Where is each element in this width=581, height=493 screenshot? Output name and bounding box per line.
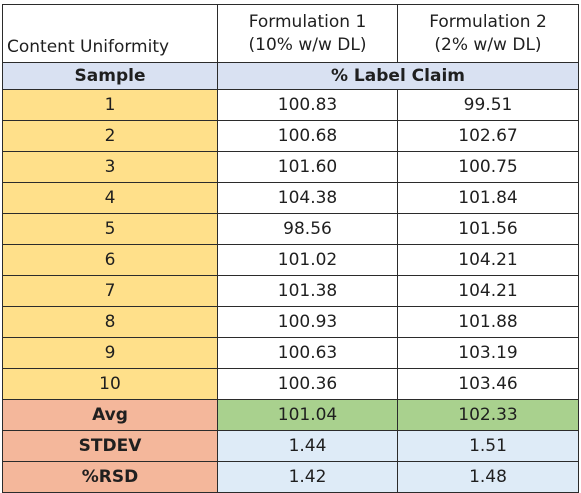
sample-number: 4 xyxy=(2,182,218,214)
formulation-2-value: 104.21 xyxy=(397,275,579,307)
avg-formulation-2: 102.33 xyxy=(397,399,579,431)
formulation-2-value: 104.21 xyxy=(397,244,579,276)
sample-number: 6 xyxy=(2,244,218,276)
formulation-1-value: 101.02 xyxy=(217,244,398,276)
formulation-1-value: 98.56 xyxy=(217,213,398,245)
formulation-2-value: 101.56 xyxy=(397,213,579,245)
formulation-1-value: 100.93 xyxy=(217,306,398,338)
formulation-1-value: 104.38 xyxy=(217,182,398,214)
table-row: 5 98.56 101.56 xyxy=(2,213,579,245)
formulation-1-value: 100.68 xyxy=(217,120,398,152)
formulation-2-value: 103.46 xyxy=(397,368,579,400)
sample-number: 10 xyxy=(2,368,218,400)
formulation-1-value: 100.36 xyxy=(217,368,398,400)
formulation-2-value: 103.19 xyxy=(397,337,579,369)
table-title: Content Uniformity xyxy=(2,4,218,63)
sample-number: 5 xyxy=(2,213,218,245)
table-row: 3 101.60 100.75 xyxy=(2,151,579,183)
sample-header: Sample xyxy=(2,62,218,90)
formulation-1-value: 100.83 xyxy=(217,89,398,121)
rsd-label: %RSD xyxy=(2,461,218,493)
rsd-row: %RSD 1.42 1.48 xyxy=(2,461,579,493)
avg-formulation-1: 101.04 xyxy=(217,399,398,431)
sample-number: 9 xyxy=(2,337,218,369)
stdev-formulation-2: 1.51 xyxy=(397,430,579,462)
sample-number: 1 xyxy=(2,89,218,121)
formulation-2-value: 100.75 xyxy=(397,151,579,183)
label-claim-header: % Label Claim xyxy=(217,62,579,90)
formulation-2-header: Formulation 2 (2% w/w DL) xyxy=(397,4,579,63)
formulation-1-value: 101.38 xyxy=(217,275,398,307)
table-row: 8 100.93 101.88 xyxy=(2,306,579,338)
sample-number: 2 xyxy=(2,120,218,152)
formulation-1-name: Formulation 1 xyxy=(248,11,367,32)
formulation-1-header: Formulation 1 (10% w/w DL) xyxy=(217,4,398,63)
formulation-2-value: 101.88 xyxy=(397,306,579,338)
sample-number: 7 xyxy=(2,275,218,307)
formulation-1-value: 101.60 xyxy=(217,151,398,183)
formulation-2-value: 101.84 xyxy=(397,182,579,214)
formulation-2-detail: (2% w/w DL) xyxy=(434,34,542,55)
sample-number: 3 xyxy=(2,151,218,183)
stdev-row: STDEV 1.44 1.51 xyxy=(2,430,579,462)
table-row: 9 100.63 103.19 xyxy=(2,337,579,369)
formulation-2-name: Formulation 2 xyxy=(429,11,547,32)
table-row: 1 100.83 99.51 xyxy=(2,89,579,121)
formulation-1-value: 100.63 xyxy=(217,337,398,369)
rsd-formulation-1: 1.42 xyxy=(217,461,398,493)
table-row: 7 101.38 104.21 xyxy=(2,275,579,307)
table-row: 2 100.68 102.67 xyxy=(2,120,579,152)
formulation-1-detail: (10% w/w DL) xyxy=(248,34,367,55)
formulation-2-value: 102.67 xyxy=(397,120,579,152)
table-row: 4 104.38 101.84 xyxy=(2,182,579,214)
content-uniformity-table: Content Uniformity Formulation 1 (10% w/… xyxy=(2,4,579,493)
column-header-band: Sample % Label Claim xyxy=(2,62,579,90)
stdev-formulation-1: 1.44 xyxy=(217,430,398,462)
table-header-row: Content Uniformity Formulation 1 (10% w/… xyxy=(2,4,579,63)
table-row: 10 100.36 103.46 xyxy=(2,368,579,400)
avg-label: Avg xyxy=(2,399,218,431)
avg-row: Avg 101.04 102.33 xyxy=(2,399,579,431)
table-row: 6 101.02 104.21 xyxy=(2,244,579,276)
rsd-formulation-2: 1.48 xyxy=(397,461,579,493)
stdev-label: STDEV xyxy=(2,430,218,462)
sample-number: 8 xyxy=(2,306,218,338)
formulation-2-value: 99.51 xyxy=(397,89,579,121)
